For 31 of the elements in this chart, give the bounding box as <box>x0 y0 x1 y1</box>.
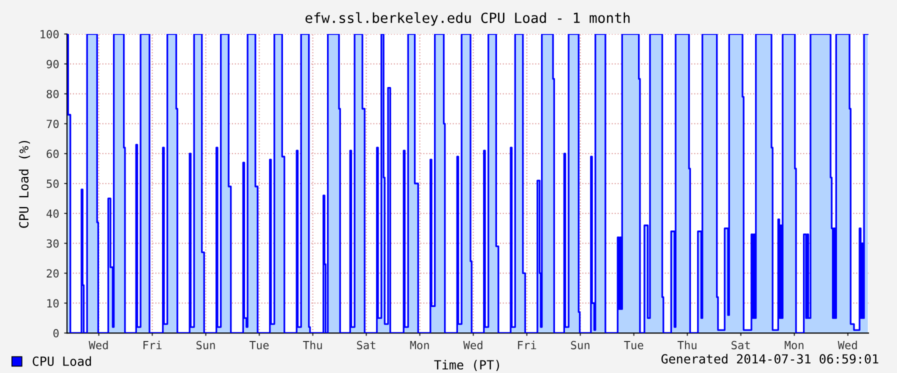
x-tick-label: Thu <box>678 340 696 350</box>
x-axis-title: Time (PT) <box>434 360 500 372</box>
x-tick-label: Fri <box>518 340 536 350</box>
x-tick-label: Wed <box>838 340 857 350</box>
y-tick-label: 100 <box>40 30 59 38</box>
y-tick-label: 30 <box>46 239 59 248</box>
y-tick-label: 0 <box>53 329 59 338</box>
y-tick-label: 90 <box>46 60 59 68</box>
x-tick-label: Tue <box>624 341 644 350</box>
x-tick-label: Tue <box>250 341 269 350</box>
x-tick-label: Thu <box>303 340 322 350</box>
x-tick-label: Fri <box>144 340 162 350</box>
x-tick-label: Mon <box>410 341 429 350</box>
chart-title: efw.ssl.berkeley.edu CPU Load - 1 month <box>306 12 630 26</box>
text: Generated 2014-07-31 06:59:01 <box>661 354 878 364</box>
y-axis-title: CPU Load (%) <box>18 140 30 228</box>
y-tick-label: 70 <box>46 120 59 128</box>
x-tick-label: Sun <box>196 340 215 350</box>
x-tick-label: Sat <box>732 340 750 350</box>
x-tick-label: Mon <box>784 341 804 350</box>
y-tick-label: 40 <box>46 209 59 218</box>
legend-label: CPU Load <box>32 356 91 366</box>
y-tick-label: 50 <box>46 180 59 188</box>
x-tick-label: Wed <box>88 340 108 350</box>
x-tick-label: Sun <box>571 340 590 350</box>
x-tick-label: Wed <box>463 340 482 350</box>
x-tick-label: Sat <box>357 340 376 350</box>
y-tick-label: 10 <box>47 299 59 308</box>
y-tick-label: 60 <box>46 150 59 158</box>
y-tick-label: 20 <box>46 269 59 278</box>
y-tick-label: 80 <box>46 90 59 98</box>
